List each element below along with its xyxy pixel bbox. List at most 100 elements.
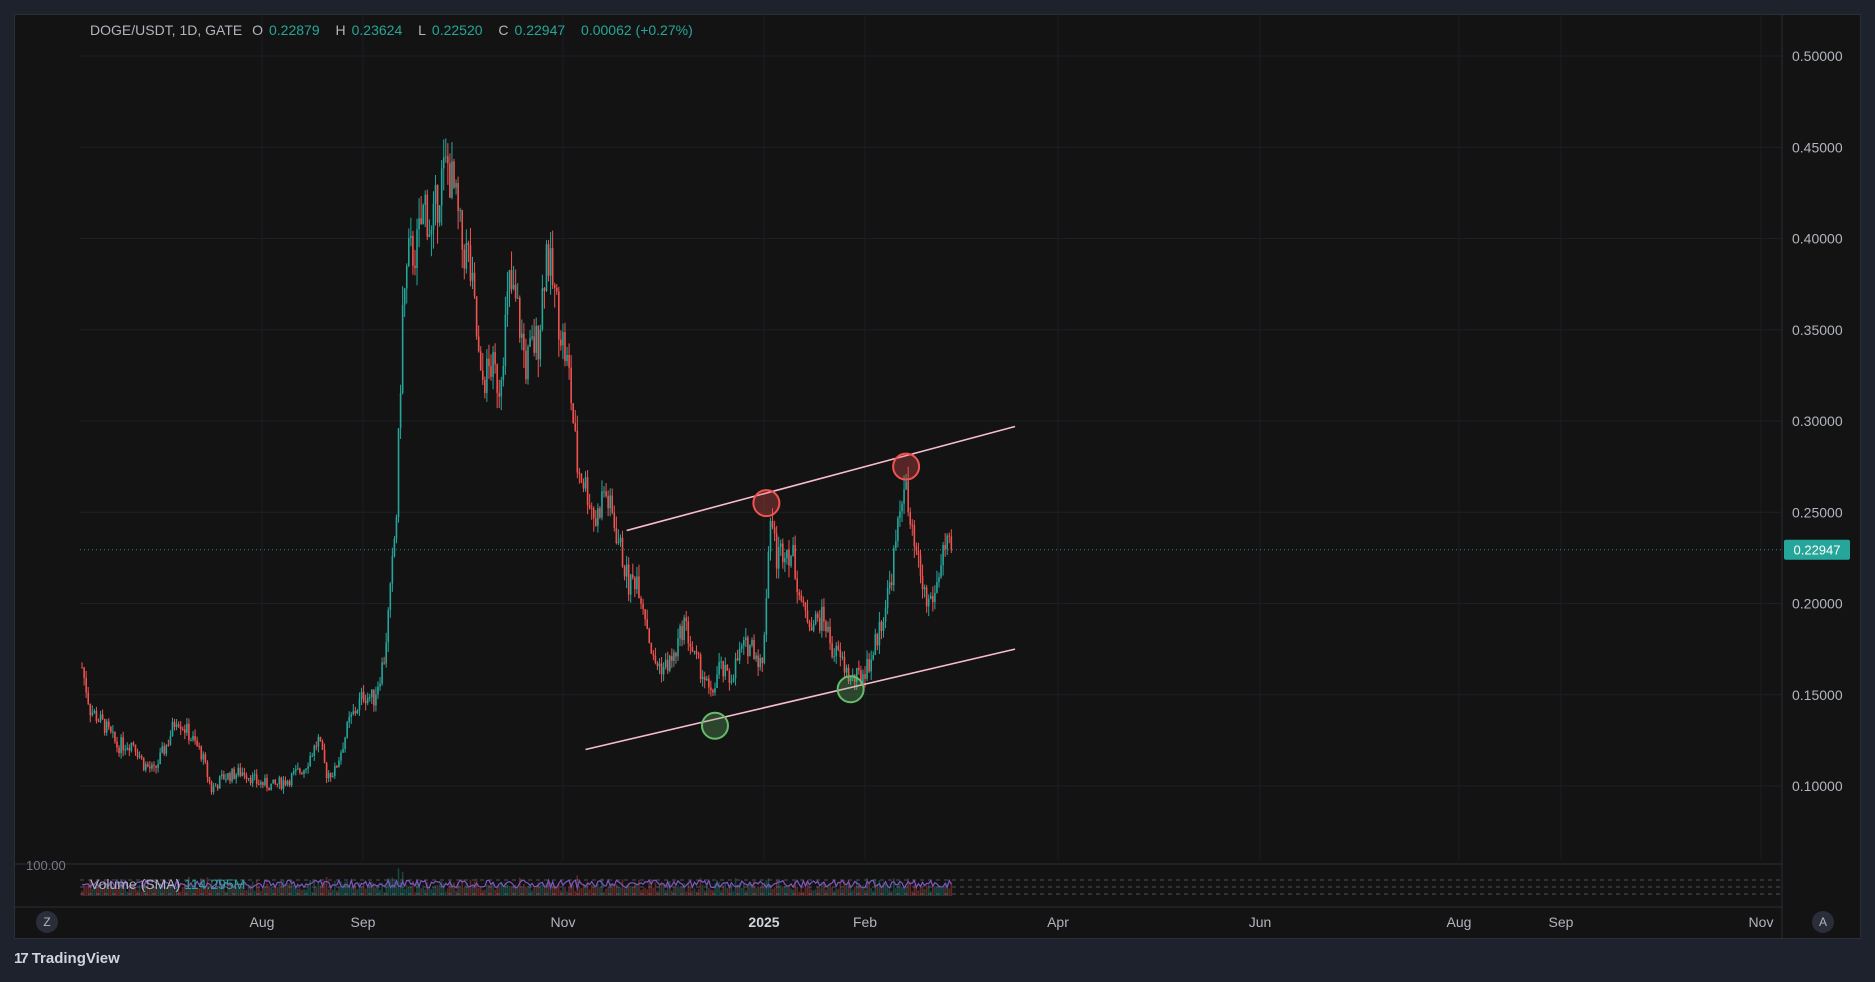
volume-bar — [97, 885, 100, 896]
zoom-button[interactable]: Z — [36, 911, 58, 933]
candle-body — [321, 741, 324, 750]
candle-body — [105, 721, 108, 733]
tradingview-logo[interactable]: 17 TradingView — [14, 950, 120, 967]
volume-bar — [913, 884, 916, 896]
volume-bar — [668, 880, 671, 896]
candle-body — [459, 210, 461, 212]
candle-body — [260, 782, 262, 785]
price-tick-label: 0.15000 — [1792, 687, 1843, 703]
candle-body — [366, 697, 369, 704]
auto-scale-button[interactable]: A — [1812, 911, 1834, 933]
volume-bar — [194, 887, 196, 896]
candle-body — [188, 723, 190, 741]
candle-body — [418, 218, 420, 230]
candle-body — [132, 742, 135, 745]
volume-bar — [253, 890, 256, 896]
volume-bar — [693, 888, 696, 896]
price-tick-label: 0.45000 — [1792, 139, 1843, 155]
candle-body — [103, 718, 106, 733]
candle-body — [447, 156, 449, 164]
volume-bar — [784, 885, 786, 896]
volume-bar — [184, 883, 186, 896]
volume-bar — [640, 890, 642, 896]
volume-bar — [878, 880, 881, 896]
volume-bar — [675, 887, 677, 896]
candle-body — [202, 754, 205, 760]
volume-bar — [368, 885, 371, 896]
candle-body — [270, 783, 272, 791]
candle-body — [500, 379, 503, 397]
volume-legend[interactable]: Volume (SMA) 114.295M — [90, 876, 245, 892]
chart-frame — [14, 14, 1861, 939]
volume-bar — [336, 890, 338, 896]
last-price-badge-bg — [1784, 539, 1850, 560]
volume-bar — [808, 886, 811, 896]
volume-bar — [181, 887, 184, 896]
volume-bar — [907, 878, 909, 896]
volume-bar — [140, 891, 143, 896]
candle-body — [586, 477, 589, 506]
volume-bar — [272, 888, 274, 896]
candle-body — [153, 764, 155, 766]
candle-body — [118, 747, 120, 754]
candle-body — [724, 664, 727, 677]
candle-body — [631, 574, 634, 578]
candle-body — [592, 508, 595, 519]
volume-bar — [81, 890, 83, 896]
volume-bar — [169, 885, 172, 896]
candle-body — [89, 703, 92, 716]
candle-body — [410, 235, 412, 238]
time-tick-label: Sep — [1549, 914, 1574, 930]
volume-bar — [379, 889, 381, 896]
volume-bar — [99, 884, 102, 896]
volume-bar — [89, 879, 92, 896]
candle-body — [543, 288, 546, 291]
volume-bar — [223, 884, 225, 896]
candle-body — [784, 558, 786, 563]
volume-bar — [607, 887, 609, 896]
symbol-title[interactable]: DOGE/USDT, 1D, GATE — [90, 22, 243, 38]
volume-bar — [290, 880, 293, 896]
candle-body — [235, 774, 237, 779]
candle-body — [685, 617, 688, 622]
candle-body — [590, 507, 593, 509]
volume-pane — [80, 868, 1782, 896]
volume-bar — [570, 882, 572, 896]
candles — [81, 138, 953, 795]
volume-bar — [83, 884, 85, 896]
candle-body — [155, 765, 157, 768]
volume-bar — [775, 879, 778, 896]
volume-bar — [469, 879, 472, 896]
candle-body — [759, 657, 762, 668]
volume-bar — [886, 886, 889, 896]
volume-bar — [163, 888, 166, 896]
volume-bar — [506, 884, 509, 896]
candle-body — [905, 481, 907, 490]
candle-body — [777, 546, 780, 569]
volume-bar — [436, 885, 439, 896]
candle-body — [872, 655, 875, 660]
candle-body — [648, 628, 651, 643]
candle-body — [644, 609, 646, 620]
candle-body — [249, 777, 252, 784]
candle-body — [570, 367, 572, 404]
candle-body — [825, 621, 827, 632]
candle-body — [381, 662, 383, 684]
candle-body — [829, 626, 831, 644]
candle-body — [726, 664, 729, 671]
volume-bar — [535, 887, 538, 896]
candle-body — [946, 535, 949, 550]
volume-bar — [260, 890, 262, 896]
candle-body — [278, 777, 281, 785]
candle-body — [907, 481, 909, 512]
volume-bar — [712, 890, 714, 896]
candle-body — [440, 168, 443, 206]
candle-body — [742, 640, 745, 646]
candle-body — [763, 634, 766, 664]
volume-bar — [245, 890, 248, 896]
volume-bar — [387, 878, 390, 896]
volume-bar — [329, 885, 332, 896]
volume-bar — [687, 882, 690, 896]
